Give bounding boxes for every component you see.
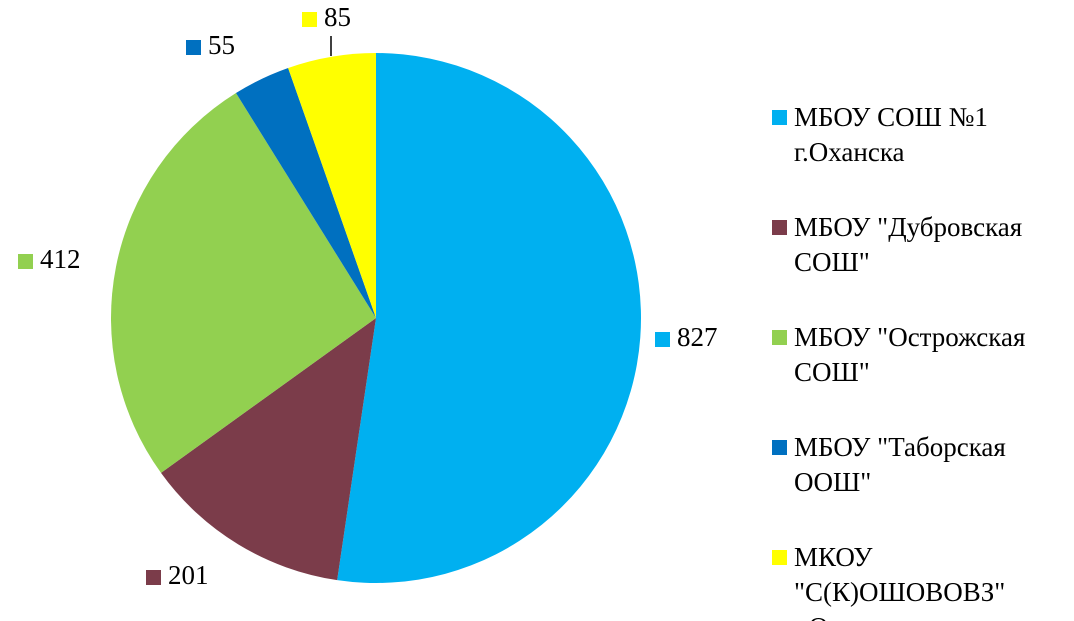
legend-label: МБОУ "Острожская СОШ" (794, 322, 1026, 387)
legend-swatch (772, 220, 787, 235)
label-marker (186, 40, 201, 55)
label-marker (18, 254, 33, 269)
legend-swatch (772, 440, 787, 455)
data-label: 85 (324, 2, 351, 32)
pie-slice (337, 53, 641, 583)
legend-item: МБОУ "Острожская СОШ" (772, 320, 1072, 390)
legend-swatch (772, 550, 787, 565)
legend-item: МБОУ "Таборская ООШ" (772, 430, 1072, 500)
legend-label: МБОУ СОШ №1 г.Оханска (794, 102, 988, 167)
pie-slice (160, 318, 376, 581)
label-marker (655, 332, 670, 347)
legend-swatch (772, 110, 787, 125)
pie-slice (110, 93, 377, 473)
data-label: 55 (208, 30, 235, 60)
legend-label: МКОУ "С(К)ОШОВОВЗ" г.Оханска (794, 542, 1006, 621)
pie-slice (288, 53, 376, 318)
data-label: 201 (168, 560, 209, 590)
label-marker (146, 570, 161, 585)
data-label: 412 (40, 244, 81, 274)
legend-label: МБОУ "Дубровская СОШ" (794, 212, 1023, 277)
legend-item: МБОУ СОШ №1 г.Оханска (772, 100, 1072, 170)
data-label: 827 (677, 322, 718, 352)
legend-label: МБОУ "Таборская ООШ" (794, 432, 1006, 497)
label-marker (302, 12, 317, 27)
legend-swatch (772, 330, 787, 345)
legend-item: МБОУ "Дубровская СОШ" (772, 210, 1072, 280)
pie-slice (235, 67, 376, 318)
legend-item: МКОУ "С(К)ОШОВОВЗ" г.Оханска (772, 540, 1072, 621)
